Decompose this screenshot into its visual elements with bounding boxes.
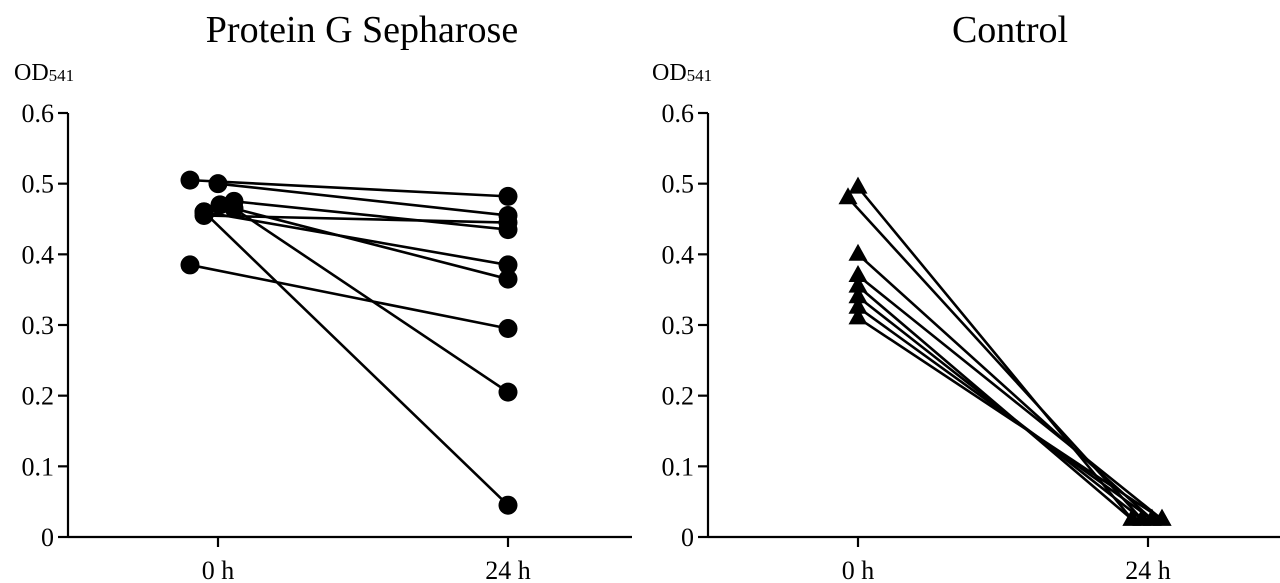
series-line xyxy=(217,182,509,217)
series-lines xyxy=(189,178,509,507)
y-tick-label: 0.5 xyxy=(662,170,695,199)
series-line xyxy=(857,274,1163,521)
data-point-circle xyxy=(224,198,244,218)
y-tick-label: 0 xyxy=(41,523,54,552)
data-point-triangle xyxy=(848,176,868,194)
series-lines xyxy=(847,186,1163,521)
data-point-triangle xyxy=(848,264,868,282)
y-axis-label-main: OD xyxy=(652,60,687,86)
x-tick-label: 0 h xyxy=(842,556,875,583)
y-tick-label: 0.1 xyxy=(662,452,695,481)
data-point-circle xyxy=(194,202,214,222)
axes: 0 0.1 0.2 0.3 0.4 0.5 0.6 0 h 24 h xyxy=(22,99,632,583)
series-line xyxy=(857,295,1143,521)
y-tick-label: 0.6 xyxy=(22,99,55,128)
y-tick-label: 0.3 xyxy=(22,311,55,340)
data-point-circle xyxy=(180,255,200,275)
data-point-triangle xyxy=(838,187,858,205)
data-point-circle xyxy=(498,255,518,275)
data-point-circle xyxy=(498,213,518,233)
data-point-triangle xyxy=(848,286,868,304)
y-tick-label: 0.5 xyxy=(22,170,55,199)
data-point-circle xyxy=(498,495,518,515)
chart-title: Protein G Sepharose xyxy=(206,9,518,51)
y-tick-label: 0.4 xyxy=(662,240,695,269)
y-tick-label: 0.2 xyxy=(22,382,55,411)
data-point-circle xyxy=(498,186,518,206)
data-point-triangle xyxy=(848,307,868,325)
series-line xyxy=(233,200,509,231)
chart-panel-control: Control OD541 0 0.1 0.2 0.3 0.4 0.5 0.6 0 h 24 h xyxy=(652,9,1280,583)
series-markers xyxy=(180,170,518,515)
series-line xyxy=(189,178,509,198)
y-tick-label: 0.2 xyxy=(662,382,695,411)
series-line xyxy=(203,214,509,224)
data-point-circle xyxy=(498,382,518,402)
y-tick-label: 0.1 xyxy=(22,452,55,481)
y-axis-label: OD541 xyxy=(652,60,712,86)
series-line xyxy=(857,306,1153,521)
y-tick-label: 0 xyxy=(681,523,694,552)
series-markers xyxy=(838,176,1172,526)
data-point-triangle xyxy=(848,243,868,261)
data-point-circle xyxy=(498,319,518,339)
data-point-circle xyxy=(498,269,518,289)
data-point-circle xyxy=(180,170,200,190)
y-tick-label: 0.4 xyxy=(22,240,55,269)
axes: 0 0.1 0.2 0.3 0.4 0.5 0.6 0 h 24 h xyxy=(662,99,1280,583)
y-tick-label: 0.3 xyxy=(662,311,695,340)
series-line xyxy=(219,203,509,281)
chart-panel-protein-g-sepharose: Protein G Sepharose OD541 00.10.20.30.40… xyxy=(14,9,632,583)
data-point-circle xyxy=(208,174,228,194)
data-point-triangle xyxy=(848,275,868,293)
y-axis-label-subscript: 541 xyxy=(687,66,713,85)
y-axis-label-subscript: 541 xyxy=(49,66,75,85)
chart-title: Control xyxy=(952,9,1068,51)
series-line xyxy=(203,210,509,507)
series-line xyxy=(857,316,1163,521)
data-point-triangle xyxy=(1152,508,1172,526)
x-tick-label: 24 h xyxy=(485,556,531,583)
data-point-triangle xyxy=(848,296,868,314)
y-tick-label: 0.6 xyxy=(662,99,695,128)
x-tick-label: 24 h xyxy=(1125,556,1171,583)
series-line xyxy=(857,253,1153,521)
y-axis-label: OD541 xyxy=(14,60,74,86)
series-line xyxy=(189,263,509,330)
x-tick-label: 0 h xyxy=(202,556,235,583)
series-line xyxy=(856,186,1134,521)
y-axis-label-main: OD xyxy=(14,60,49,86)
